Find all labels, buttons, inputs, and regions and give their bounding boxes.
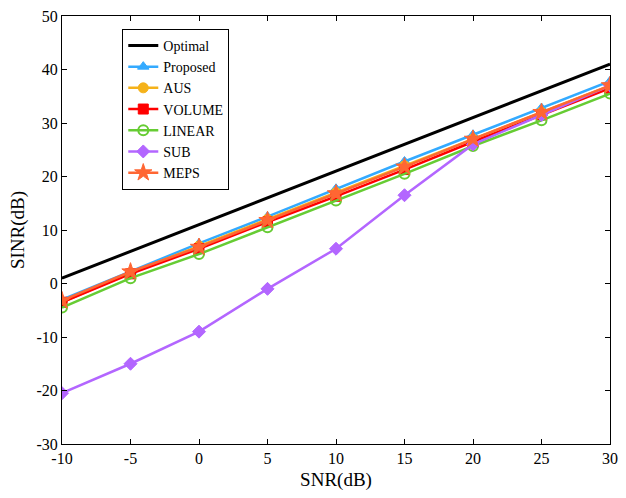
svg-text:-30: -30 <box>36 436 57 453</box>
svg-text:20: 20 <box>42 168 58 185</box>
svg-text:15: 15 <box>397 450 413 467</box>
svg-text:-10: -10 <box>36 329 57 346</box>
svg-text:Optimal: Optimal <box>163 39 209 54</box>
svg-text:50: 50 <box>42 8 58 25</box>
svg-text:10: 10 <box>328 450 344 467</box>
svg-text:40: 40 <box>42 61 58 78</box>
svg-text:30: 30 <box>42 115 58 132</box>
svg-text:MEPS: MEPS <box>163 166 200 181</box>
svg-text:SNR(dB): SNR(dB) <box>300 469 372 491</box>
svg-text:AUS: AUS <box>163 81 191 96</box>
svg-text:-10: -10 <box>51 450 72 467</box>
svg-text:Proposed: Proposed <box>163 60 215 75</box>
svg-text:SUB: SUB <box>163 145 190 160</box>
svg-text:LINEAR: LINEAR <box>163 124 215 139</box>
svg-text:25: 25 <box>534 450 550 467</box>
svg-text:20: 20 <box>465 450 481 467</box>
svg-text:10: 10 <box>42 222 58 239</box>
svg-text:SINR(dB): SINR(dB) <box>7 191 29 269</box>
svg-text:VOLUME: VOLUME <box>163 103 223 118</box>
svg-text:30: 30 <box>602 450 618 467</box>
svg-text:-5: -5 <box>124 450 137 467</box>
svg-text:0: 0 <box>50 275 58 292</box>
svg-text:5: 5 <box>264 450 272 467</box>
svg-text:0: 0 <box>195 450 203 467</box>
svg-text:-20: -20 <box>36 382 57 399</box>
